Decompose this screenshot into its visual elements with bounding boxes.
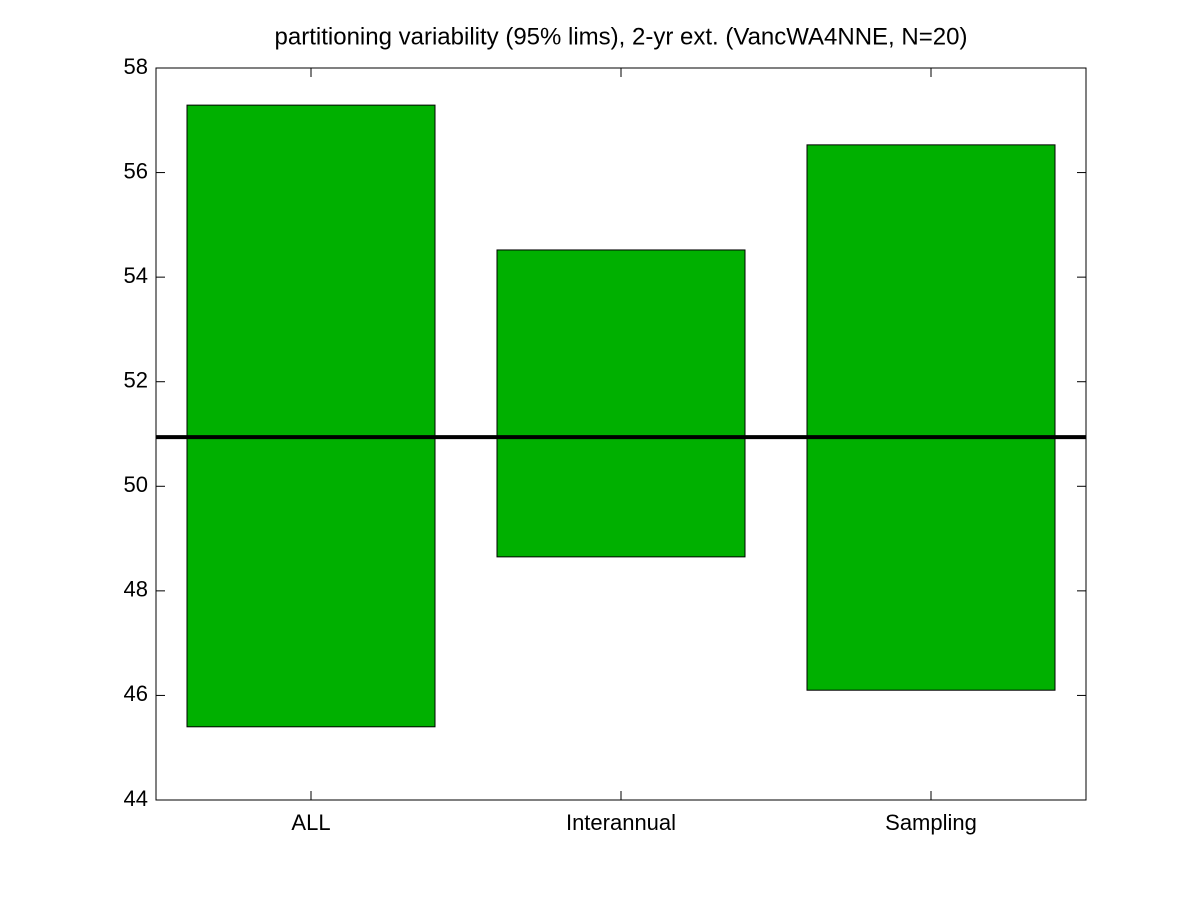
- range-bar: [496, 249, 746, 558]
- y-tick-label: 56: [124, 158, 148, 183]
- y-tick-label: 44: [124, 786, 148, 811]
- x-tick-label: ALL: [291, 810, 330, 835]
- x-tick-label: Sampling: [885, 810, 977, 835]
- y-tick-label: 58: [124, 54, 148, 79]
- range-bar: [806, 144, 1056, 691]
- x-tick-label: Interannual: [566, 810, 676, 835]
- range-bar: [186, 104, 436, 728]
- y-tick-label: 48: [124, 577, 148, 602]
- y-tick-label: 50: [124, 472, 148, 497]
- y-tick-label: 54: [124, 263, 148, 288]
- plot-frame: [155, 67, 1087, 801]
- chart-title: partitioning variability (95% lims), 2-y…: [275, 23, 968, 50]
- y-tick-label: 46: [124, 681, 148, 706]
- y-tick-label: 52: [124, 368, 148, 393]
